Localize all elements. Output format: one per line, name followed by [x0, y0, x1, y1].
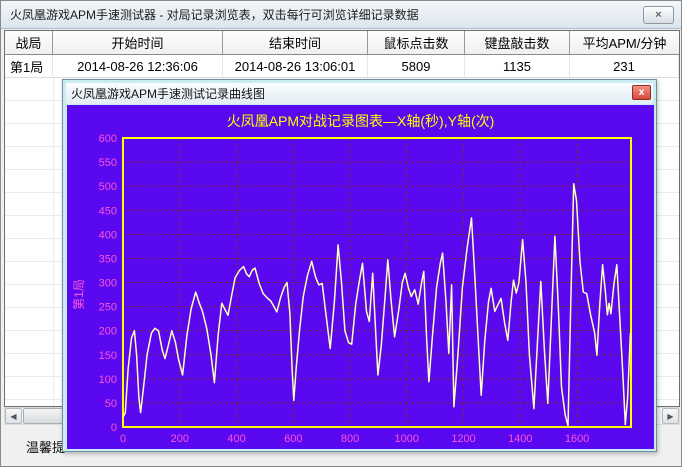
table-cell: 2014-08-26 13:06:01	[223, 55, 368, 77]
column-header[interactable]: 键盘敲击数	[465, 31, 570, 54]
tick-label: 1000	[395, 433, 419, 445]
scroll-right-icon: ▶	[667, 412, 674, 421]
tick-label: 1600	[565, 433, 589, 445]
tick-label: 150	[99, 350, 117, 362]
tick-label: 1400	[508, 433, 532, 445]
tick-label: 450	[99, 205, 117, 217]
tick-label: 100	[99, 374, 117, 386]
main-close-button[interactable]: ×	[643, 6, 674, 24]
column-header[interactable]: 鼠标点击数	[368, 31, 465, 54]
table-cell: 第1局	[5, 55, 53, 77]
tick-label: 600	[99, 133, 117, 145]
main-titlebar[interactable]: 火凤凰游戏APM手速测试器 - 对局记录浏览表，双击每行可浏览详细记录数据 ×	[1, 1, 681, 29]
table-cell: 1135	[465, 55, 570, 77]
tick-label: 0	[120, 433, 126, 445]
tick-label: 50	[105, 398, 117, 410]
column-header[interactable]: 战局	[5, 31, 53, 54]
table-header: 战局 开始时间 结束时间 鼠标点击数 键盘敲击数 平均APM/分钟	[5, 31, 679, 55]
main-window-title: 火凤凰游戏APM手速测试器 - 对局记录浏览表，双击每行可浏览详细记录数据	[10, 8, 419, 22]
tick-label: 400	[99, 229, 117, 241]
tick-label: 1200	[451, 433, 475, 445]
tick-label: 400	[227, 433, 245, 445]
scroll-left-icon: ◀	[10, 412, 17, 421]
status-text: 温馨提	[26, 440, 66, 455]
table-cell: 231	[570, 55, 679, 77]
chart-close-button[interactable]: x	[632, 85, 651, 100]
column-header[interactable]: 结束时间	[223, 31, 368, 54]
tick-label: 200	[171, 433, 189, 445]
table-row[interactable]: 第1局 2014-08-26 12:36:06 2014-08-26 13:06:0…	[5, 55, 679, 78]
apm-line-plot: 0 50 100 150 200 250 300 350 400 450 500 550 600 0 200…	[72, 133, 632, 445]
column-divider	[53, 78, 54, 406]
chart-area: 火凤凰APM对战记录图表—X轴(秒),Y轴(次) 0 50 100 150 200 250…	[67, 105, 654, 449]
scroll-left-button[interactable]: ◀	[5, 408, 22, 424]
tick-label: 350	[99, 253, 117, 265]
plot-border	[122, 137, 632, 428]
chart-window-title: 火凤凰游戏APM手速测试记录曲线图	[71, 87, 266, 101]
tick-label: 600	[284, 433, 302, 445]
chart-window-titlebar[interactable]: 火凤凰游戏APM手速测试记录曲线图 x	[66, 83, 653, 104]
tick-label: 0	[111, 422, 117, 434]
tick-label: 500	[99, 181, 117, 193]
tick-label: 第1局	[72, 279, 86, 310]
tick-label: 200	[99, 326, 117, 338]
chart-title: 火凤凰APM对战记录图表—X轴(秒),Y轴(次)	[226, 113, 495, 129]
close-icon: ×	[655, 9, 662, 21]
scroll-right-button[interactable]: ▶	[662, 408, 679, 424]
table-cell: 5809	[368, 55, 465, 77]
tick-label: 300	[99, 278, 117, 290]
tick-label: 800	[341, 433, 359, 445]
table-cell: 2014-08-26 12:36:06	[53, 55, 223, 77]
column-header[interactable]: 平均APM/分钟	[570, 31, 679, 54]
tick-label: 250	[99, 302, 117, 314]
column-header[interactable]: 开始时间	[53, 31, 223, 54]
apm-series-line	[122, 183, 632, 427]
tick-label: 550	[99, 157, 117, 169]
chart-window: 火凤凰游戏APM手速测试记录曲线图 x 火凤凰APM对战记录图表—X轴(秒),Y…	[62, 79, 657, 452]
close-icon: x	[638, 87, 645, 98]
